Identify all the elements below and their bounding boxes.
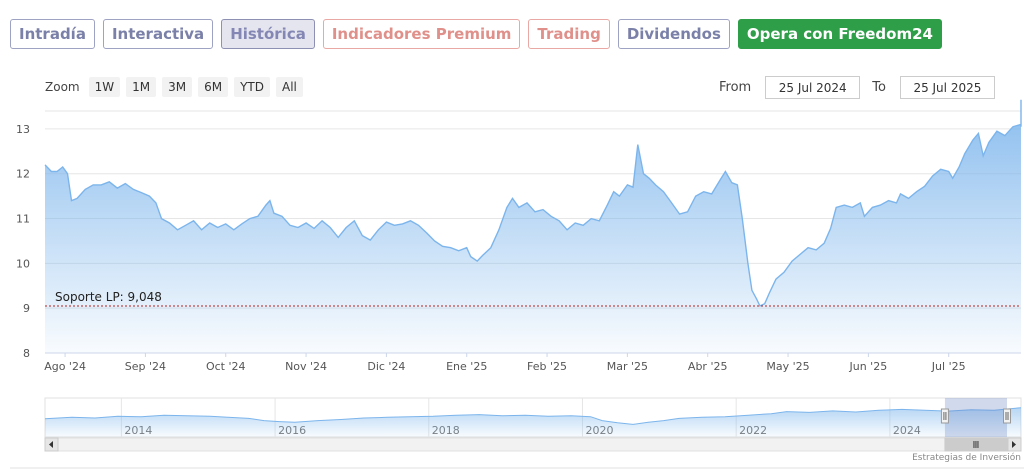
x-tick-label: May '25 — [766, 360, 809, 373]
zoom-button-ytd[interactable]: YTD — [234, 77, 270, 97]
y-tick-label: 10 — [16, 257, 30, 270]
from-date-input[interactable] — [765, 76, 861, 99]
to-date-input[interactable] — [899, 76, 995, 99]
navigator-scrollbar[interactable] — [44, 437, 1022, 452]
y-tick-label: 12 — [16, 168, 30, 181]
price-area — [45, 99, 1021, 353]
x-tick-label: Sep '24 — [125, 360, 166, 373]
tab-hist-rica[interactable]: Histórica — [221, 19, 315, 49]
price-line — [44, 99, 1022, 307]
navigator-area — [45, 407, 1021, 437]
tab-dividendos[interactable]: Dividendos — [617, 19, 730, 49]
zoom-button-1m[interactable]: 1M — [126, 77, 157, 97]
x-tick-label: Jun '25 — [849, 360, 888, 373]
to-label: To — [872, 80, 886, 95]
tab-trading[interactable]: Trading — [528, 19, 610, 49]
navigator-selection — [944, 398, 1007, 437]
zoom-button-1w[interactable]: 1W — [88, 77, 121, 97]
x-tick-label: Oct '24 — [206, 360, 246, 373]
navigator-line — [44, 407, 1022, 425]
support-label: Soporte LP: 9,048 — [55, 290, 162, 304]
y-tick-label: 9 — [23, 302, 30, 315]
tab-opera-con-freedom24[interactable]: Opera con Freedom24 — [737, 19, 942, 49]
chart-tabs: Intradía Interactiva Histórica Indicadores … — [10, 19, 942, 49]
scroll-right-arrow-icon — [1012, 441, 1016, 448]
x-tick-label: Mar '25 — [607, 360, 648, 373]
x-tick-label: Dic '24 — [367, 360, 405, 373]
x-tick-label: Ene '25 — [446, 360, 487, 373]
zoom-button-all[interactable]: All — [276, 77, 303, 97]
y-tick-label: 8 — [23, 347, 30, 360]
handle-body — [940, 408, 949, 424]
zoom-label: Zoom — [45, 80, 80, 94]
date-range: From To — [719, 76, 1007, 99]
from-label: From — [719, 80, 752, 95]
x-tick-label: Jul '25 — [931, 360, 966, 373]
tab-intrad-a[interactable]: Intradía — [10, 19, 95, 49]
x-tick-label: Nov '24 — [285, 360, 327, 373]
navigator-handle-right[interactable] — [1003, 408, 1011, 424]
x-tick-label: Feb '25 — [527, 360, 567, 373]
handle-body — [1003, 408, 1011, 424]
tab-indicadores-premium[interactable]: Indicadores Premium — [322, 19, 521, 49]
y-tick-label: 13 — [16, 123, 30, 136]
zoom-button-3m[interactable]: 3M — [162, 77, 193, 97]
scroll-left-arrow-icon — [49, 441, 53, 448]
y-tick-label: 11 — [16, 213, 30, 226]
navigator-handle-left[interactable] — [940, 408, 949, 424]
zoom-button-6m[interactable]: 6M — [198, 77, 229, 97]
x-tick-label: Ago '24 — [44, 360, 86, 373]
credit-text: Estrategias de Inversión — [912, 453, 1021, 463]
zoom-controls: Zoom 1W 1M 3M 6M YTD All — [45, 77, 303, 97]
x-tick-label: Abr '25 — [688, 360, 728, 373]
tab-interactiva[interactable]: Interactiva — [102, 19, 214, 49]
scrollbar-track — [44, 437, 1022, 452]
